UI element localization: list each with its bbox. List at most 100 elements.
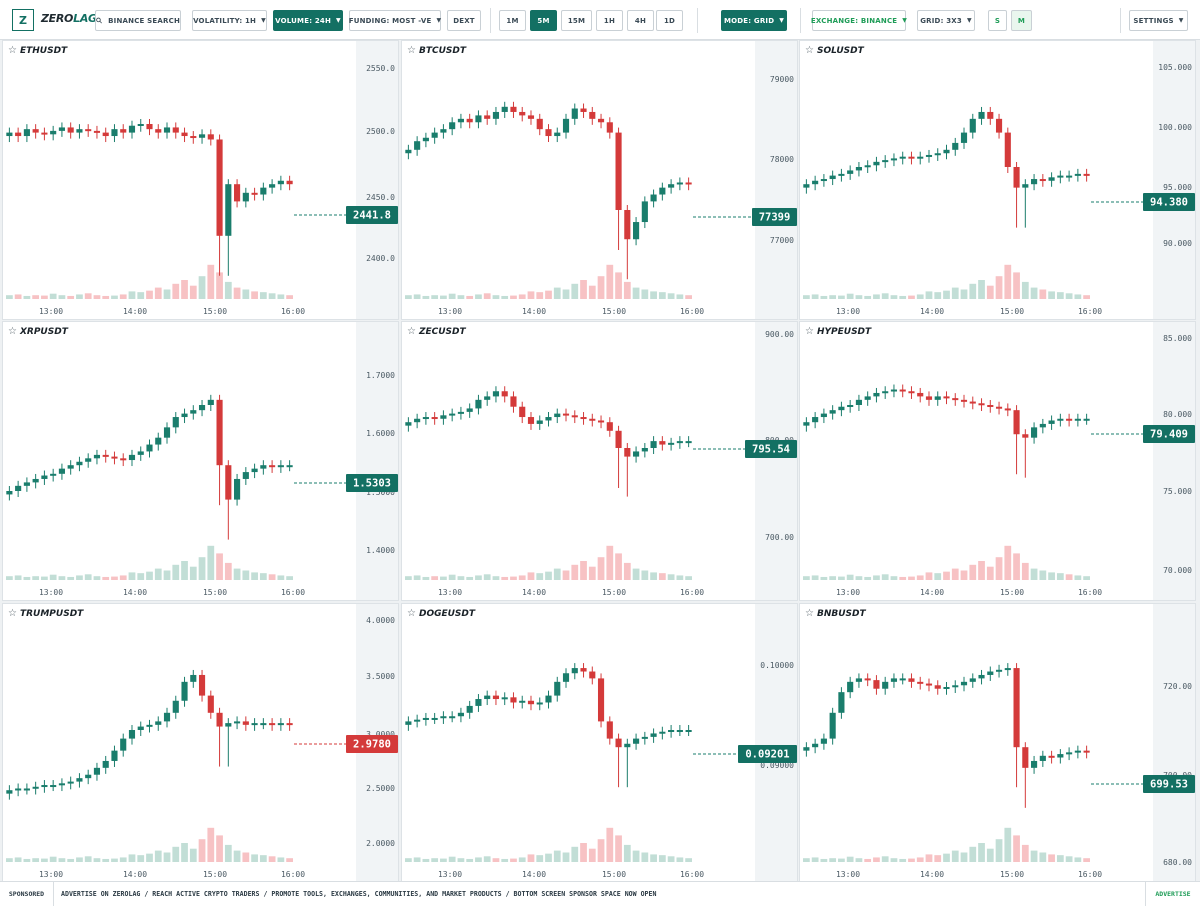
panel-title[interactable]: ☆ DOGEUSDT: [407, 608, 475, 619]
chart-panel-xrpusdt[interactable]: 1.7000 1.6000 1.5000 1.4000 13:00 14:00 15:00 1…: [2, 321, 399, 601]
chart-panel-solusdt[interactable]: 105.000 100.000 95.000 90.000 13:00 14:00 15:0…: [799, 40, 1196, 320]
chart-panel-dogeusdt[interactable]: 0.10000 0.09000 13:00 14:00 15:00 16:00 0.0920…: [401, 603, 798, 883]
timeframe-1m[interactable]: 1M: [499, 10, 526, 31]
sponsored-label: SPONSORED: [0, 882, 54, 906]
panel-title[interactable]: ☆ BTCUSDT: [407, 45, 466, 56]
panel-title[interactable]: ☆ ETHUSDT: [8, 45, 67, 56]
time-tick-label: 13:00: [438, 588, 462, 597]
chart-panel-btcusdt[interactable]: 79000 78000 77000 13:00 14:00 15:00 16:00 77399…: [401, 40, 798, 320]
volume-bar: [951, 850, 959, 862]
timeframe-1d[interactable]: 1D: [656, 10, 683, 31]
candlestick-chart[interactable]: 105.000 100.000 95.000 90.000 13:00 14:00 15:0…: [800, 41, 1196, 320]
candle-body: [260, 723, 267, 726]
candle-body: [873, 161, 880, 166]
volume-bar: [855, 858, 863, 862]
star-icon[interactable]: ☆: [8, 326, 17, 337]
candle-body: [234, 184, 241, 202]
price-tick-label: 100.000: [1158, 123, 1192, 132]
panel-title[interactable]: ☆ XRPUSDT: [8, 326, 68, 337]
candle-body: [589, 671, 596, 679]
price-scale[interactable]: [356, 41, 398, 319]
price-scale[interactable]: [1153, 322, 1195, 600]
price-scale[interactable]: [1153, 41, 1195, 319]
chart-panel-hypeusdt[interactable]: 85.000 80.000 75.000 70.000 13:00 14:00 15:00 1…: [799, 321, 1196, 601]
volume-dropdown[interactable]: VOLUME: 24H ▼: [273, 10, 343, 31]
volume-bar: [1004, 827, 1012, 862]
panel-title[interactable]: ☆ TRUMPUSDT: [8, 608, 83, 619]
candle-body: [820, 738, 827, 744]
time-tick-label: 16:00: [680, 307, 704, 316]
logo-lag: LAG: [73, 12, 97, 25]
volume-bar: [49, 574, 57, 580]
candlestick-chart[interactable]: 85.000 80.000 75.000 70.000 13:00 14:00 15:00 1…: [800, 322, 1196, 601]
panel-title[interactable]: ☆ BNBUSDT: [805, 608, 866, 619]
star-icon[interactable]: ☆: [8, 45, 17, 56]
volume-bar: [685, 858, 692, 862]
candle-body: [23, 788, 30, 791]
chart-panel-trumpusdt[interactable]: 4.0000 3.5000 3.0000 2.5000 2.0000 13:00 14:00…: [2, 603, 399, 883]
volume-bar: [58, 858, 66, 862]
price-scale[interactable]: [755, 322, 797, 600]
candlestick-chart[interactable]: 79000 78000 77000 13:00 14:00 15:00 16:00 77399: [402, 41, 798, 320]
time-tick-label: 16:00: [281, 307, 305, 316]
star-icon[interactable]: ☆: [805, 608, 814, 619]
time-tick-label: 14:00: [522, 588, 546, 597]
timeframe-4h[interactable]: 4H: [627, 10, 654, 31]
candle-body: [676, 441, 683, 444]
volume-bar: [588, 566, 596, 580]
candle-body: [269, 723, 276, 726]
candle-body: [431, 132, 438, 138]
volume-bar: [277, 575, 285, 580]
candle-body: [492, 391, 500, 397]
exchange-dropdown[interactable]: EXCHANGE: BINANCE ▼: [811, 10, 907, 31]
star-icon[interactable]: ☆: [8, 608, 17, 619]
volatility-dropdown[interactable]: VOLATILITY: 1H ▼: [192, 10, 267, 31]
dext-button[interactable]: DEXT: [447, 10, 481, 31]
candlestick-chart[interactable]: 4.0000 3.5000 3.0000 2.5000 2.0000 13:00 14:00…: [3, 604, 399, 883]
star-icon[interactable]: ☆: [407, 45, 416, 56]
timeframe-15m[interactable]: 15M: [561, 10, 592, 31]
logo-icon[interactable]: Z: [12, 9, 34, 31]
app-logo[interactable]: ZEROLAG: [41, 12, 97, 25]
candlestick-chart[interactable]: 1.7000 1.6000 1.5000 1.4000 13:00 14:00 15:00 1…: [3, 322, 399, 601]
chart-panel-bnbusdt[interactable]: 720.00700.00680.0013:0014:0015:0016:0069…: [799, 603, 1196, 883]
panel-title[interactable]: ☆ ZECUSDT: [407, 326, 466, 337]
last-price-badge: [346, 206, 398, 224]
candle-body: [554, 681, 561, 696]
timeframe-5m[interactable]: 5M: [530, 10, 557, 31]
price-scale[interactable]: [755, 604, 797, 882]
volume-bar: [1030, 568, 1038, 580]
advertise-link[interactable]: ADVERTISE: [1145, 882, 1200, 906]
size-small-button[interactable]: S: [988, 10, 1007, 31]
volume-bar: [119, 857, 127, 862]
star-icon[interactable]: ☆: [407, 326, 416, 337]
panel-title[interactable]: ☆ HYPEUSDT: [805, 326, 871, 337]
search-button[interactable]: BINANCE SEARCH: [95, 10, 181, 31]
price-scale[interactable]: [755, 41, 797, 319]
volume-bar: [934, 292, 942, 299]
size-medium-button[interactable]: M: [1011, 10, 1032, 31]
volume-bar: [137, 855, 145, 862]
candle-body: [102, 132, 109, 137]
price-scale[interactable]: [356, 322, 398, 600]
mode-dropdown[interactable]: MODE: GRID ▼: [721, 10, 787, 31]
volume-bar: [899, 295, 907, 299]
panel-title[interactable]: ☆ SOLUSDT: [805, 45, 864, 56]
candlestick-chart[interactable]: 0.10000 0.09000 13:00 14:00 15:00 16:00 0.0920…: [402, 604, 798, 883]
star-icon[interactable]: ☆: [805, 326, 814, 337]
star-icon[interactable]: ☆: [407, 608, 416, 619]
funding-dropdown[interactable]: FUNDING: MOST -VE ▼: [349, 10, 441, 31]
candlestick-chart[interactable]: 2550.0 2500.0 2450.0 2400.0 13:00 14:00 15:00 1…: [3, 41, 399, 320]
chart-panel-ethusdt[interactable]: 2550.0 2500.0 2450.0 2400.0 13:00 14:00 15:00 1…: [2, 40, 399, 320]
settings-dropdown[interactable]: SETTINGS ▼: [1129, 10, 1188, 31]
price-scale[interactable]: [1153, 604, 1195, 882]
candlestick-chart[interactable]: 900.00800.00700.0013:0014:0015:0016:0079…: [402, 322, 798, 601]
price-tick-label: 720.00: [1163, 682, 1192, 691]
timeframe-1h[interactable]: 1H: [596, 10, 623, 31]
star-icon[interactable]: ☆: [805, 45, 814, 56]
chart-panel-zecusdt[interactable]: 900.00800.00700.0013:0014:0015:0016:0079…: [401, 321, 798, 601]
candle-body: [554, 413, 561, 418]
grid-dropdown[interactable]: GRID: 3X3 ▼: [917, 10, 975, 31]
candlestick-chart[interactable]: 720.00700.00680.0013:0014:0015:0016:0069…: [800, 604, 1196, 883]
volume-bar: [405, 295, 412, 299]
